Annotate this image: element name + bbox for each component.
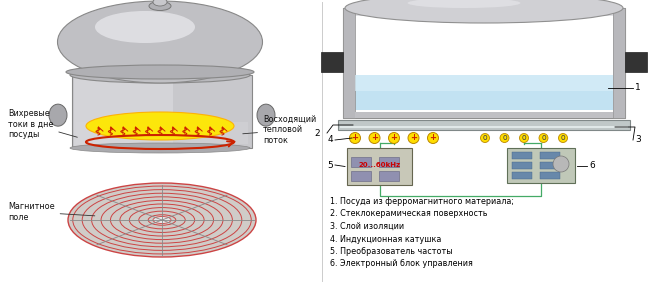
Text: o: o	[522, 134, 526, 143]
Bar	[613, 8, 625, 118]
Text: 4. Индукционная катушка: 4. Индукционная катушка	[330, 235, 441, 243]
Circle shape	[389, 132, 400, 143]
Bar	[338, 120, 630, 130]
Ellipse shape	[149, 1, 171, 10]
Text: 5. Преобразователь частоты: 5. Преобразователь частоты	[330, 247, 452, 256]
Text: o: o	[561, 134, 566, 143]
Text: +: +	[352, 134, 359, 143]
Text: 3: 3	[635, 136, 641, 145]
Text: 1. Посуда из ферромагнитного материала;: 1. Посуда из ферромагнитного материала;	[330, 197, 514, 206]
Text: 2: 2	[315, 128, 320, 138]
Ellipse shape	[95, 11, 195, 43]
Text: Восходящий
тепловой
поток: Восходящий тепловой поток	[242, 115, 317, 145]
Circle shape	[369, 132, 380, 143]
Bar	[540, 172, 560, 179]
Bar	[343, 8, 625, 118]
Text: 6. Электронный блок управления: 6. Электронный блок управления	[330, 260, 473, 269]
Ellipse shape	[70, 143, 250, 153]
Text: +: +	[430, 134, 437, 143]
Ellipse shape	[153, 216, 171, 224]
Text: 2. Стеклокерамическая поверхность: 2. Стеклокерамическая поверхность	[330, 209, 488, 218]
Ellipse shape	[68, 183, 256, 257]
Bar	[340, 126, 628, 128]
Circle shape	[428, 132, 439, 143]
Text: Магнитное
поле: Магнитное поле	[8, 202, 95, 222]
Bar	[625, 52, 647, 72]
Text: Вихревые
токи в дне
посуды: Вихревые токи в дне посуды	[8, 109, 77, 139]
Bar	[379, 171, 399, 181]
Bar	[355, 75, 613, 110]
Ellipse shape	[408, 0, 521, 8]
Bar	[355, 75, 613, 91]
Ellipse shape	[257, 104, 275, 126]
Bar	[76, 122, 248, 144]
Bar	[512, 162, 532, 169]
Text: +: +	[391, 134, 398, 143]
Text: 5: 5	[327, 160, 333, 170]
Text: +: +	[410, 134, 417, 143]
Circle shape	[558, 134, 567, 143]
Circle shape	[480, 134, 489, 143]
Ellipse shape	[86, 112, 234, 140]
Text: 6: 6	[589, 161, 595, 170]
Text: o: o	[541, 134, 546, 143]
Bar	[512, 172, 532, 179]
Text: o: o	[483, 134, 488, 143]
Circle shape	[519, 134, 528, 143]
Bar	[347, 148, 412, 185]
Ellipse shape	[345, 0, 623, 23]
Circle shape	[539, 134, 548, 143]
Ellipse shape	[70, 67, 250, 83]
Bar	[351, 157, 371, 167]
Text: 3. Слой изоляции: 3. Слой изоляции	[330, 222, 404, 231]
Bar	[355, 112, 613, 118]
Bar	[72, 75, 252, 148]
Ellipse shape	[66, 65, 254, 79]
Text: +: +	[371, 134, 378, 143]
Bar	[379, 157, 399, 167]
Bar	[540, 152, 560, 159]
Circle shape	[350, 132, 361, 143]
Bar	[321, 52, 343, 72]
Bar	[507, 148, 575, 183]
Circle shape	[553, 156, 569, 172]
Bar	[512, 152, 532, 159]
Text: 4: 4	[328, 136, 333, 145]
Text: 1: 1	[635, 83, 641, 93]
Bar	[74, 77, 173, 146]
Ellipse shape	[153, 0, 167, 6]
Ellipse shape	[49, 104, 67, 126]
Bar	[343, 8, 355, 118]
Text: 20...60kHz: 20...60kHz	[358, 162, 400, 168]
Circle shape	[500, 134, 509, 143]
Circle shape	[408, 132, 419, 143]
Text: o: o	[502, 134, 507, 143]
Bar	[351, 171, 371, 181]
Ellipse shape	[57, 1, 263, 83]
Bar	[540, 162, 560, 169]
Bar	[355, 16, 613, 116]
